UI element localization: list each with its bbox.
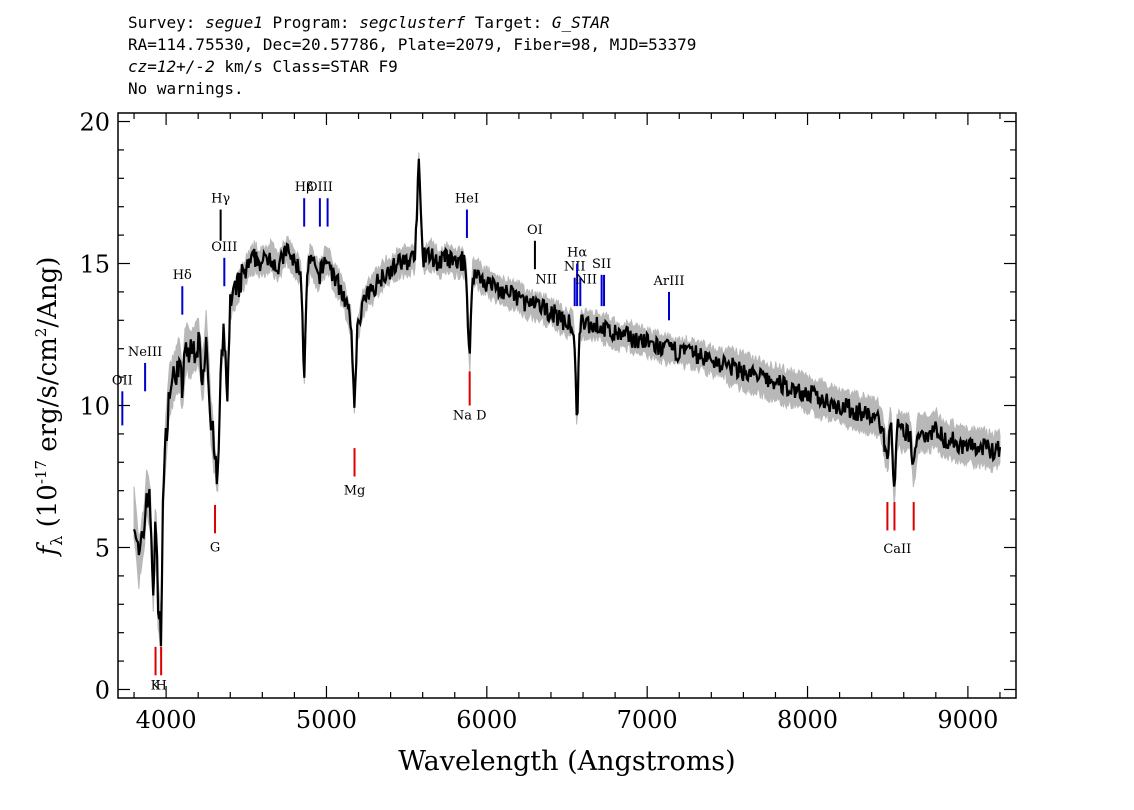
spectrum-layer — [132, 158, 1002, 647]
line-marker-label: G — [210, 540, 220, 555]
cz-value: cz=12+/-2 — [128, 57, 215, 76]
error-band — [133, 152, 1001, 659]
x-tick-label: 8000 — [777, 706, 838, 734]
line-annotation: CaII — [883, 542, 911, 557]
y-tick-label: 10 — [79, 393, 110, 421]
line-marker-label: OII — [112, 373, 133, 388]
line-marker-label: SII — [592, 257, 611, 272]
error-band-layer — [133, 152, 1001, 659]
x-tick-label: 9000 — [937, 706, 998, 734]
x-tick-label: 5000 — [296, 706, 357, 734]
plot-frame — [117, 112, 1017, 699]
program-value: segclusterf — [359, 13, 466, 32]
line-annotation: NII — [575, 272, 597, 287]
line-marker-label: ArIII — [652, 274, 684, 289]
spectrum-line — [132, 158, 1002, 647]
spectrum-header: Survey: segue1 Program: segclusterf Targ… — [128, 12, 696, 100]
line-marker-label: Hδ — [173, 268, 192, 283]
y-tick-label: 0 — [95, 676, 110, 704]
header-coords-line: RA=114.75530, Dec=20.57786, Plate=2079, … — [128, 35, 697, 54]
x-tick-label: 6000 — [456, 706, 517, 734]
y-tick-label: 15 — [79, 251, 110, 279]
line-marker-label: OIII — [307, 180, 333, 195]
line-marker-label: OIII — [211, 240, 237, 255]
y-tick-label: 20 — [79, 109, 110, 137]
line-marker-label: Hγ — [211, 192, 230, 207]
line-annotation: H — [155, 678, 166, 693]
line-marker-label: NII — [564, 260, 586, 275]
line-marker-label: Hβ — [295, 180, 314, 195]
line-marker-label: OI — [527, 223, 543, 238]
line-annotation: K — [151, 678, 161, 693]
line-annotation: NII — [535, 272, 557, 287]
line-annotation: Na D — [453, 409, 487, 424]
y-tick-label: 5 — [95, 534, 110, 562]
line-marker-label: Hα — [567, 246, 587, 261]
survey-value: segue1 — [205, 13, 263, 32]
header-class-line: cz=12+/-2 km/s Class=STAR F9 — [128, 57, 398, 76]
line-marker-label: HeI — [455, 192, 479, 207]
axis-tick-layer: 4000 5000 6000 7000 8000 9000 0 5 10 15 20 — [79, 109, 1016, 734]
target-value: G_STAR — [551, 13, 610, 32]
x-tick-label: 4000 — [136, 706, 197, 734]
line-marker-label: Mg — [344, 483, 366, 498]
header-warnings-line: No warnings. — [128, 79, 244, 98]
line-marker-label: NeIII — [128, 345, 162, 360]
line-marker-layer: OIINeIIIHδHγOIIIHβOIIIHeIOINIIHαSIIArIII… — [112, 180, 915, 693]
x-axis-label: Wavelength (Angstroms) — [398, 746, 735, 777]
y-axis-label: fλ (10-17 erg/s/cm2/Ang) — [32, 257, 66, 558]
x-tick-label: 7000 — [617, 706, 678, 734]
header-survey-line: Survey: segue1 Program: segclusterf Targ… — [128, 13, 610, 32]
